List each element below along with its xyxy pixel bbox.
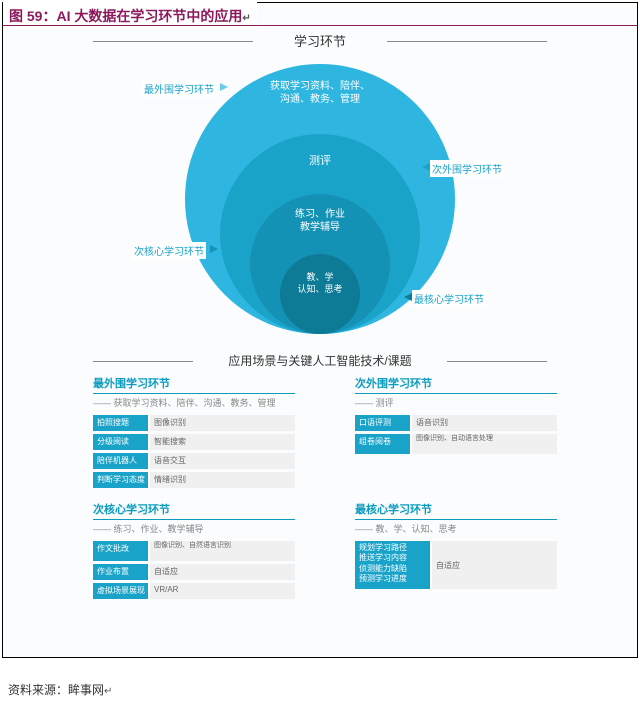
ring-pointer-l1 [220,83,228,91]
scenario-label: 组卷阅卷 [355,434,410,454]
table-row: 陪伴机器人语音交互 [93,453,295,469]
return-symbol: ↵ [242,13,250,24]
ring-label-l2: 次外围学习环节 [430,160,504,177]
ring-pointer-l4 [404,293,412,301]
scenario-label: 作文批改 [93,541,148,561]
groups-container: 最外围学习环节—— 获取学习资料、陪伴、沟通、教务、管理拍照搜题图像识别分级阅读… [3,375,637,602]
tech-value: 图像识别 [148,415,295,431]
tech-value: VR/AR [148,583,295,599]
table-row: 规划学习路径 推送学习内容 侦测能力缺陷 预测学习进度自适应 [355,541,557,589]
tech-value: 图像识别、自然语言识别 [148,541,295,561]
table-row: 虚拟场景展现VR/AR [93,583,295,599]
tech-value: 自适应 [148,564,295,580]
ring-text-c4: 教、学 认知、思考 [297,272,342,295]
group-subtitle: —— 获取学习资料、陪伴、沟通、教务、管理 [93,396,295,409]
tech-value: 情绪识别 [148,472,295,488]
ring-label-l1: 最外围学习环节 [142,80,216,97]
scenario-label: 拍照搜题 [93,415,148,431]
table-row: 作文批改图像识别、自然语言识别 [93,541,295,561]
title-divider [3,25,637,26]
table-row: 分级阅读智能搜索 [93,434,295,450]
tech-value: 图像识别、自动语言处理 [410,434,557,454]
table-row: 判断学习态度情绪识别 [93,472,295,488]
table-row: 组卷阅卷图像识别、自动语言处理 [355,434,557,454]
ring-text-c3: 练习、作业 教学辅导 [295,208,345,234]
group-header: 次核心学习环节 [93,501,295,520]
figure-title-text: 图 59：AI 大数据在学习环节中的应用 [9,8,242,24]
tech-value: 语音识别 [410,415,557,431]
section1-title: 学习环节 [3,31,637,50]
nested-circles-diagram: 获取学习资料、陪伴、 沟通、教务、管理测评练习、作业 教学辅导教、学 认知、思考… [130,54,510,344]
tech-value: 语音交互 [148,453,295,469]
ring-text-c2: 测评 [309,154,331,168]
group-2: 次核心学习环节—— 练习、作业、教学辅导作文批改图像识别、自然语言识别作业布置自… [93,501,295,602]
figure-frame: 图 59：AI 大数据在学习环节中的应用↵ 学习环节 获取学习资料、陪伴、 沟通… [2,2,638,658]
group-header: 最外围学习环节 [93,375,295,394]
ring-label-l4: 最核心学习环节 [412,290,486,307]
group-subtitle: —— 练习、作业、教学辅导 [93,522,295,535]
scenario-label: 判断学习态度 [93,472,148,488]
group-subtitle: —— 测评 [355,396,557,409]
ring-label-l3: 次核心学习环节 [132,242,206,259]
ring-pointer-l2 [422,163,430,171]
ring-c4: 教、学 认知、思考 [280,254,360,334]
scenario-label: 陪伴机器人 [93,453,148,469]
group-header: 次外围学习环节 [355,375,557,394]
group-subtitle: —— 教、学、认知、思考 [355,522,557,535]
scenario-label: 作业布置 [93,564,148,580]
scenario-label: 虚拟场景展现 [93,583,148,599]
table-row: 作业布置自适应 [93,564,295,580]
tech-value: 智能搜索 [148,434,295,450]
group-1: 次外围学习环节—— 测评口语评测语音识别组卷阅卷图像识别、自动语言处理 [355,375,557,491]
scenario-label: 规划学习路径 推送学习内容 侦测能力缺陷 预测学习进度 [355,541,430,589]
table-row: 拍照搜题图像识别 [93,415,295,431]
table-row: 口语评测语音识别 [355,415,557,431]
source-citation: 资料来源：眸事网↵ [8,681,112,698]
group-0: 最外围学习环节—— 获取学习资料、陪伴、沟通、教务、管理拍照搜题图像识别分级阅读… [93,375,295,491]
scenario-label: 口语评测 [355,415,410,431]
tech-value: 自适应 [430,541,557,589]
scenario-label: 分级阅读 [93,434,148,450]
section2-title: 应用场景与关键人工智能技术/课题 [3,352,637,369]
group-3: 最核心学习环节 —— 教、学、认知、思考规划学习路径 推送学习内容 侦测能力缺陷 … [355,501,557,602]
ring-pointer-l3 [210,245,218,253]
ring-text-c1: 获取学习资料、陪伴、 沟通、教务、管理 [270,80,370,106]
group-header: 最核心学习环节 [355,501,557,520]
